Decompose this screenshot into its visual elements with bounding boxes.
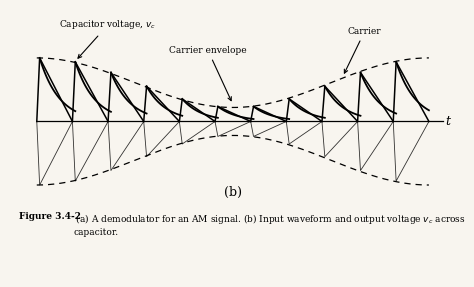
- Text: Carrier: Carrier: [344, 27, 382, 73]
- Text: t: t: [445, 115, 450, 128]
- Text: Figure 3.4-2: Figure 3.4-2: [19, 212, 81, 221]
- Text: (a) A demodulator for an AM signal. (b) Input waveform and output voltage $v_c$ : (a) A demodulator for an AM signal. (b) …: [73, 212, 466, 237]
- Text: Capacitor voltage, $v_c$: Capacitor voltage, $v_c$: [59, 18, 157, 58]
- Text: Carrier envelope: Carrier envelope: [169, 46, 246, 101]
- Text: (b): (b): [224, 186, 242, 199]
